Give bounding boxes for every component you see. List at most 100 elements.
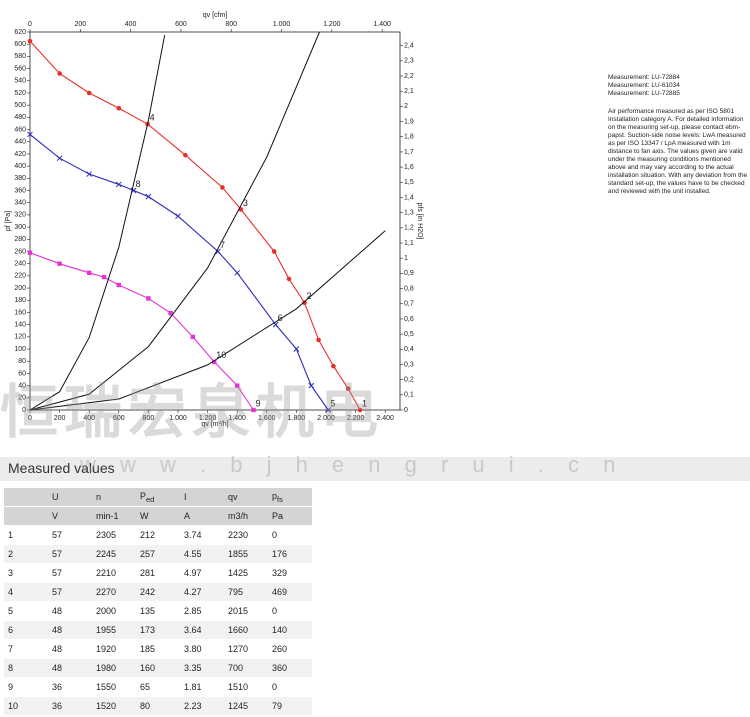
y-tick-label: 120 [14,334,26,341]
table-cell: 281 [136,563,180,583]
x-tick-label: 1.800 [288,415,306,422]
table-cell: 4 [4,582,48,602]
point-label: 1 [362,398,367,408]
point [168,310,173,316]
table-cell: 48 [48,620,92,640]
table-cell: Pa [268,506,312,526]
title-band [0,457,750,481]
table-cell: 1955 [92,620,136,640]
cell-text: P [140,490,147,501]
table-cell: 57 [48,544,92,564]
y2-tick-label: 1,4 [404,194,414,201]
table-cell: 57 [48,563,92,583]
x-tick-label: 0 [28,415,32,422]
y2-tick-label: 0,1 [404,392,414,399]
table-cell: 48 [48,601,92,621]
table-cell: 0 [268,677,312,697]
point-label: 10 [216,350,226,360]
point [212,359,217,365]
y2-tick-label: 1,1 [404,240,414,247]
table-cell: 2 [4,544,48,564]
table-cell: 79 [268,696,312,716]
y-tick-label: 500 [14,102,26,109]
y-tick-label: 520 [14,90,26,97]
y-tick-label: 420 [14,151,26,158]
y-tick-label: 180 [14,297,26,304]
y-tick-label: 580 [14,53,26,60]
y-tick-label: 80 [18,358,26,365]
table-cell: qv [224,488,268,507]
y-tick-label: 60 [18,370,26,377]
y2-tick-label: 1,2 [404,225,414,232]
y-tick-label: 200 [14,285,26,292]
y-tick-label: 460 [14,126,26,133]
point [286,276,292,282]
y2-tick-label: 0,5 [404,331,414,338]
point [357,407,363,413]
table-cell: 160 [136,658,180,678]
y-axis-label: pf [Pa] [5,211,12,231]
table-cell: 173 [136,620,180,640]
table-cell: Ped [136,488,180,507]
point [116,105,122,111]
table-cell: 65 [136,677,180,697]
point [27,131,33,138]
x2-tick-label: 400 [125,21,137,28]
table-cell: 135 [136,601,180,621]
table-cell: 4.97 [180,563,224,583]
x-tick-label: 1.600 [258,415,276,422]
point [302,300,307,305]
point-label: 8 [136,179,141,189]
table-cell: 1245 [224,696,268,716]
point [86,90,92,96]
table-cell: 176 [268,544,312,564]
y-tick-label: 540 [14,78,26,85]
point [234,269,241,276]
table-cell: 36 [48,696,92,716]
point [101,274,107,280]
x2-tick-label: 1.000 [273,21,291,28]
table-cell: 2.23 [180,696,224,716]
x-tick-label: 800 [143,415,155,422]
table-cell: 48 [48,639,92,659]
table-cell: 10 [4,696,48,716]
y-tick-label: 620 [14,29,26,36]
table-cell: 9 [4,677,48,697]
table-cell: 2245 [92,544,136,564]
point [116,282,121,288]
table-cell: 185 [136,639,180,659]
table-cell: 242 [136,582,180,602]
y-tick-label: 340 [14,200,26,207]
y2-tick-label: 0,4 [404,346,414,353]
point [87,270,92,276]
table-cell: 1.81 [180,677,224,697]
point [271,249,277,254]
y2-tick-label: 0,8 [404,285,414,292]
table-cell: 2270 [92,582,136,602]
point-label: 6 [278,313,283,323]
table-cell: m3/h [224,506,268,526]
table-cell: 1980 [92,658,136,678]
y2-tick-label: 1,5 [404,179,414,186]
table-cell: A [180,506,224,526]
point [325,407,332,413]
cell-text: p [272,490,278,501]
table-cell: 2230 [224,525,268,545]
y2-tick-label: 1,8 [404,134,414,141]
table-title: Measured values [8,460,115,476]
table-cell: 700 [224,658,268,678]
y2-tick-label: 0,2 [404,376,414,383]
y-tick-label: 480 [14,114,26,121]
y-tick-label: 600 [14,41,26,48]
plot-frame [29,31,401,411]
table-cell: 212 [136,525,180,545]
point [27,38,33,44]
y2-tick-label: 2 [404,103,408,110]
point-label: 5 [330,398,335,408]
point [175,213,181,219]
cell-sub: fs [277,494,283,504]
x2-tick-label: 1.400 [373,21,391,28]
table-cell: 360 [268,658,312,678]
point [56,155,63,162]
